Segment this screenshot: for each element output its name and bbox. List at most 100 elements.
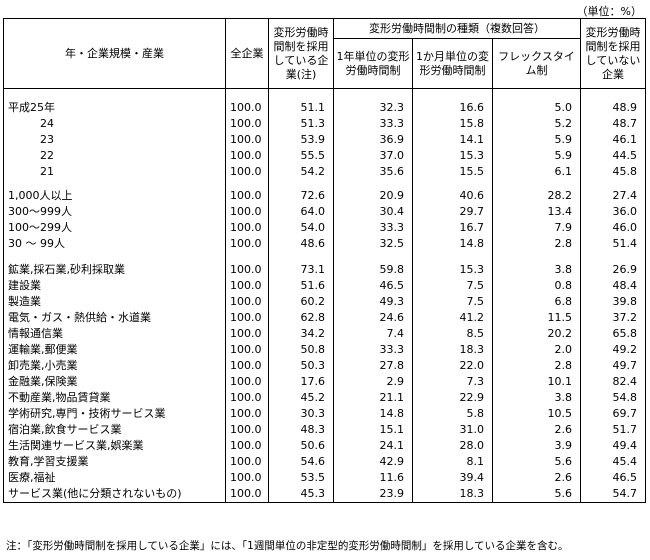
value-cell: 10.1 [491,374,582,390]
spacer-cell [3,252,226,262]
value-cell: 15.8 [412,116,493,132]
value-cell: 100.0 [225,374,269,390]
value-cell: 3.8 [491,390,582,406]
spacer-cell [225,180,269,188]
table-row: サービス業(他に分類されないもの) 100.0 45.3 23.9 18.3 5.6 54.… [3,486,647,503]
value-cell: 23.9 [333,486,413,503]
value-cell: 16.7 [412,220,493,236]
value-cell: 2.9 [333,374,413,390]
value-cell: 64.0 [268,204,334,220]
row-label: サービス業(他に分類されないもの) [3,486,226,503]
table-row: 製造業 100.0 60.2 49.3 7.5 6.8 39.8 [3,294,647,310]
value-cell: 10.5 [491,406,582,422]
value-cell: 0.8 [491,278,582,294]
value-cell: 100.0 [225,390,269,406]
value-cell: 28.2 [491,188,582,204]
value-cell: 50.6 [268,438,334,454]
header-cell: フレックスタイム制 [491,38,582,89]
value-cell: 14.8 [333,406,413,422]
value-cell: 48.9 [580,100,647,116]
value-cell: 51.4 [580,236,647,252]
value-cell: 15.3 [412,262,493,278]
value-cell: 50.8 [268,342,334,358]
value-cell: 45.2 [268,390,334,406]
table-row: 宿泊業,飲食サービス業 100.0 48.3 15.1 31.0 2.6 51.7 [3,422,647,438]
value-cell: 62.8 [268,310,334,326]
table-row: 平成25年 100.0 51.1 32.3 16.6 5.0 48.9 [3,100,647,116]
value-cell: 3.9 [491,438,582,454]
row-label: 宿泊業,飲食サービス業 [3,422,226,438]
table-row: 医療,福祉 100.0 53.5 11.6 39.4 2.6 46.5 [3,470,647,486]
value-cell: 2.6 [491,422,582,438]
header-cell: 変形労働時間制を採用している企業(注) [268,18,334,89]
value-cell: 53.9 [268,132,334,148]
spacer-cell [491,88,582,100]
spacer-cell [333,252,413,262]
value-cell: 100.0 [225,116,269,132]
value-cell: 100.0 [225,438,269,454]
table-row: 鉱業,採石業,砂利採取業 100.0 73.1 59.8 15.3 3.8 26.9 [3,262,647,278]
value-cell: 33.3 [333,342,413,358]
row-label: 22 [3,148,226,164]
value-cell: 51.1 [268,100,334,116]
table-row: 300～999人 100.0 64.0 30.4 29.7 13.4 36.0 [3,204,647,220]
row-label: 鉱業,採石業,砂利採取業 [3,262,226,278]
value-cell: 17.6 [268,374,334,390]
value-cell: 46.1 [580,132,647,148]
value-cell: 36.0 [580,204,647,220]
value-cell: 100.0 [225,470,269,486]
value-cell: 72.6 [268,188,334,204]
table-row: 金融業,保険業 100.0 17.6 2.9 7.3 10.1 82.4 [3,374,647,390]
value-cell: 100.0 [225,310,269,326]
value-cell: 46.5 [580,470,647,486]
value-cell: 54.2 [268,164,334,180]
value-cell: 51.7 [580,422,647,438]
row-label: 運輸業,郵便業 [3,342,226,358]
table-row: 100～299人 100.0 54.0 33.3 16.7 7.9 46.0 [3,220,647,236]
spacer-cell [333,180,413,188]
spacer-cell [412,88,493,100]
value-cell: 2.8 [491,358,582,374]
value-cell: 13.4 [491,204,582,220]
value-cell: 22.9 [412,390,493,406]
row-label: 学術研究,専門・技術サービス業 [3,406,226,422]
row-label: 教育,学習支援業 [3,454,226,470]
spacer-cell [580,180,647,188]
value-cell: 100.0 [225,132,269,148]
value-cell: 65.8 [580,326,647,342]
table-row: 卸売業,小売業 100.0 50.3 27.8 22.0 2.8 49.7 [3,358,647,374]
value-cell: 48.4 [580,278,647,294]
value-cell: 33.3 [333,220,413,236]
value-cell: 36.9 [333,132,413,148]
row-label: 300～999人 [3,204,226,220]
value-cell: 27.4 [580,188,647,204]
value-cell: 41.2 [412,310,493,326]
value-cell: 35.6 [333,164,413,180]
header-cell: 年・企業規模・産業 [3,18,226,89]
value-cell: 37.0 [333,148,413,164]
value-cell: 6.8 [491,294,582,310]
value-cell: 69.7 [580,406,647,422]
table-row: 21 100.0 54.2 35.6 15.5 6.1 45.8 [3,164,647,180]
value-cell: 7.5 [412,278,493,294]
spacer-cell [268,252,334,262]
row-label: 医療,福祉 [3,470,226,486]
value-cell: 8.1 [412,454,493,470]
header-cell: 1か月単位の変形労働時間制 [412,38,493,89]
value-cell: 50.3 [268,358,334,374]
value-cell: 5.2 [491,116,582,132]
value-cell: 54.0 [268,220,334,236]
value-cell: 54.6 [268,454,334,470]
value-cell: 8.5 [412,326,493,342]
spacer-row [3,180,647,188]
value-cell: 55.5 [268,148,334,164]
value-cell: 28.0 [412,438,493,454]
value-cell: 40.6 [412,188,493,204]
value-cell: 7.3 [412,374,493,390]
value-cell: 54.8 [580,390,647,406]
value-cell: 46.0 [580,220,647,236]
value-cell: 37.2 [580,310,647,326]
value-cell: 100.0 [225,278,269,294]
spacer-cell [491,180,582,188]
value-cell: 32.3 [333,100,413,116]
